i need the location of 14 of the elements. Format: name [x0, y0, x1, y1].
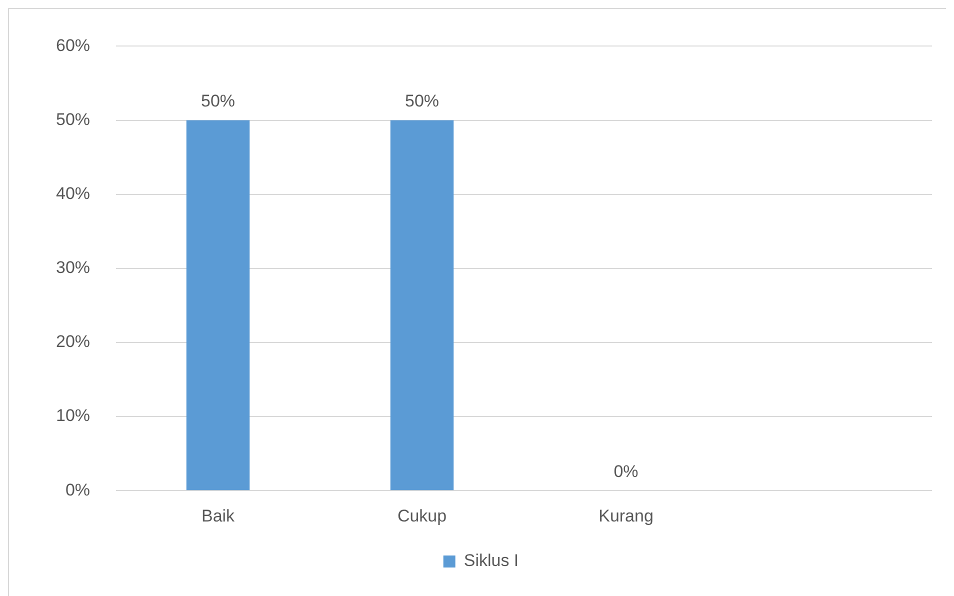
legend-label: Siklus I — [464, 551, 519, 570]
data-label: 0% — [614, 462, 638, 481]
y-tick-label: 30% — [56, 258, 90, 278]
x-tick-label: Cukup — [397, 506, 447, 526]
y-tick-label: 0% — [65, 480, 90, 500]
x-tick-label: Baik — [201, 506, 236, 526]
x-tick-label: Kurang — [598, 506, 654, 526]
data-label: 50% — [405, 91, 440, 110]
data-label: 50% — [201, 91, 236, 110]
y-tick-label: 10% — [56, 406, 90, 426]
y-tick-label: 60% — [56, 36, 90, 55]
y-tick-label: 40% — [56, 184, 90, 204]
y-tick-label: 50% — [56, 110, 90, 129]
y-tick-label: 20% — [56, 332, 90, 352]
